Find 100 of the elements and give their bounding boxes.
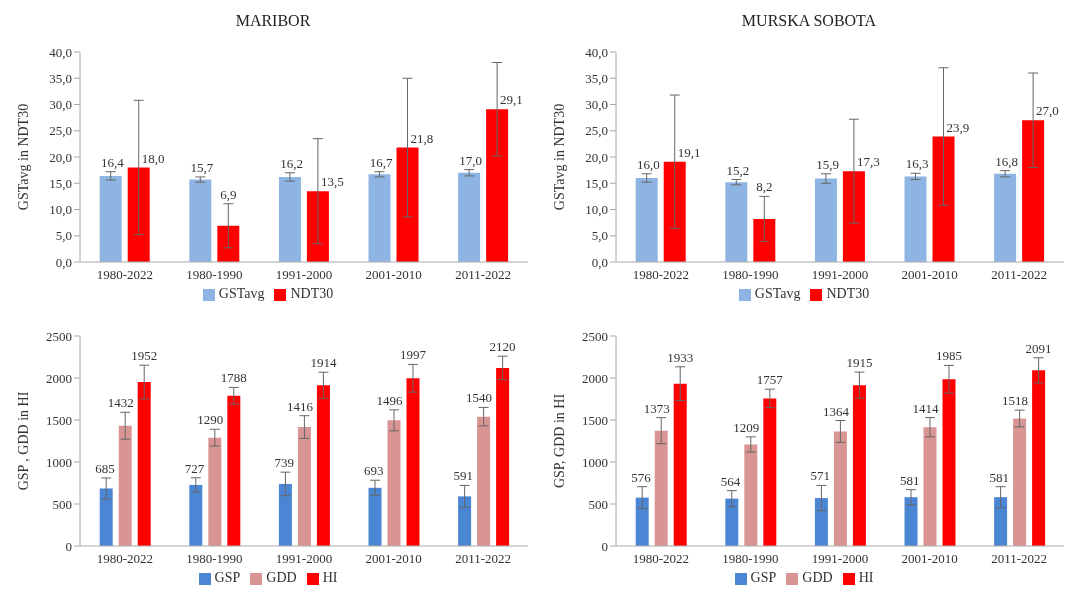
- y-tick-label: 0,0: [55, 254, 72, 270]
- bar: [137, 382, 151, 546]
- data-label: 1414: [912, 400, 940, 416]
- bar: [904, 176, 927, 262]
- bar: [396, 147, 419, 262]
- data-label: 1518: [1002, 393, 1029, 409]
- bar: [673, 383, 687, 546]
- data-label: 16,2: [280, 155, 303, 171]
- data-label: 739: [274, 455, 294, 471]
- y-tick-label: 0: [601, 538, 608, 554]
- data-label: 16,4: [100, 154, 125, 170]
- bar: [297, 427, 311, 546]
- data-label: 8,2: [756, 179, 773, 195]
- bar: [932, 136, 955, 262]
- data-label: 1364: [822, 403, 850, 419]
- y-tick-label: 20,0: [585, 149, 608, 165]
- data-label: 16,7: [369, 154, 394, 170]
- x-tick-label: 2011-2022: [455, 267, 512, 283]
- legend-label: HI: [858, 570, 874, 585]
- bar: [753, 218, 776, 262]
- bar: [458, 496, 472, 546]
- legend-label: NDT30: [290, 286, 334, 301]
- bar: [406, 378, 420, 546]
- bar: [814, 498, 828, 546]
- y-tick-label: 10,0: [585, 202, 608, 218]
- y-tick-label: 5,0: [55, 228, 72, 244]
- data-label: 16,3: [905, 156, 929, 172]
- x-tick-label: 1980-2022: [96, 267, 153, 283]
- bar: [127, 167, 150, 262]
- x-tick-label: 2011-2022: [991, 551, 1048, 567]
- bar: [99, 488, 113, 546]
- bar: [942, 379, 956, 546]
- data-label: 17,3: [856, 154, 880, 170]
- data-label: 1209: [733, 419, 760, 435]
- bar: [663, 161, 686, 262]
- bar: [217, 225, 240, 262]
- data-label: 1952: [131, 348, 158, 364]
- data-label: 1757: [756, 372, 784, 388]
- data-label: 2091: [1025, 340, 1052, 356]
- data-label: 1373: [643, 400, 670, 416]
- bar: [368, 174, 391, 262]
- data-label: 581: [989, 469, 1010, 485]
- y-tick-label: 15,0: [49, 175, 72, 191]
- data-label: 6,9: [220, 186, 237, 202]
- data-label: 27,0: [1036, 103, 1059, 119]
- bar: [1022, 120, 1045, 262]
- x-tick-label: 1991-2000: [811, 551, 869, 567]
- bar: [842, 171, 865, 262]
- x-tick-label: 1980-2022: [96, 551, 153, 567]
- x-tick-label: 1980-2022: [632, 267, 689, 283]
- y-axis-title: GSTavg in NDT30: [551, 103, 567, 211]
- y-tick-label: 25,0: [49, 123, 72, 139]
- data-label: 727: [184, 460, 205, 476]
- y-tick-label: 2500: [582, 328, 608, 344]
- bar: [278, 176, 301, 262]
- x-tick-label: 1980-1990: [722, 267, 779, 283]
- y-axis-title: GSP , GDD in HI: [15, 391, 31, 491]
- y-tick-label: 0: [65, 538, 72, 554]
- data-label: 693: [364, 463, 384, 479]
- data-label: 564: [720, 473, 741, 489]
- legend-label: NDT30: [826, 286, 870, 301]
- bar: [654, 430, 668, 546]
- bar: [458, 172, 481, 262]
- bar: [852, 385, 866, 546]
- data-label: 1290: [197, 412, 224, 428]
- x-tick-label: 1980-2022: [632, 551, 689, 567]
- data-label: 1432: [107, 395, 134, 411]
- y-tick-label: 0,0: [591, 254, 608, 270]
- data-label: 16,8: [995, 153, 1019, 169]
- bar: [486, 109, 509, 262]
- data-label: 591: [453, 468, 474, 484]
- legend-label: GSTavg: [218, 286, 265, 301]
- bar: [208, 437, 222, 546]
- x-tick-label: 1991-2000: [275, 267, 333, 283]
- x-tick-label: 2001-2010: [365, 267, 422, 283]
- x-tick-label: 2011-2022: [455, 551, 512, 567]
- bar: [189, 179, 212, 262]
- y-tick-label: 1500: [46, 412, 72, 428]
- x-tick-label: 2001-2010: [901, 267, 958, 283]
- y-tick-label: 40,0: [585, 44, 608, 60]
- y-tick-label: 5,0: [591, 228, 608, 244]
- data-label: 23,9: [946, 119, 970, 135]
- bar: [1032, 370, 1046, 546]
- bar: [763, 398, 777, 546]
- data-label: 1933: [667, 349, 694, 365]
- bar: [725, 182, 748, 262]
- y-axis-title: GSTavg in NDT30: [15, 103, 31, 211]
- data-label: 16,0: [636, 156, 660, 172]
- x-tick-label: 2001-2010: [901, 551, 958, 567]
- bar: [306, 191, 329, 262]
- y-axis-title: GSP, GDD in HI: [551, 393, 567, 489]
- data-label: 1416: [286, 398, 314, 414]
- data-label: 1788: [220, 370, 247, 386]
- y-tick-label: 40,0: [49, 44, 72, 60]
- bar: [316, 385, 330, 546]
- data-label: 29,1: [500, 92, 523, 108]
- data-label: 2120: [489, 339, 516, 355]
- legend-label: GSTavg: [754, 286, 801, 301]
- y-tick-label: 20,0: [49, 149, 72, 165]
- data-label: 1997: [400, 347, 427, 363]
